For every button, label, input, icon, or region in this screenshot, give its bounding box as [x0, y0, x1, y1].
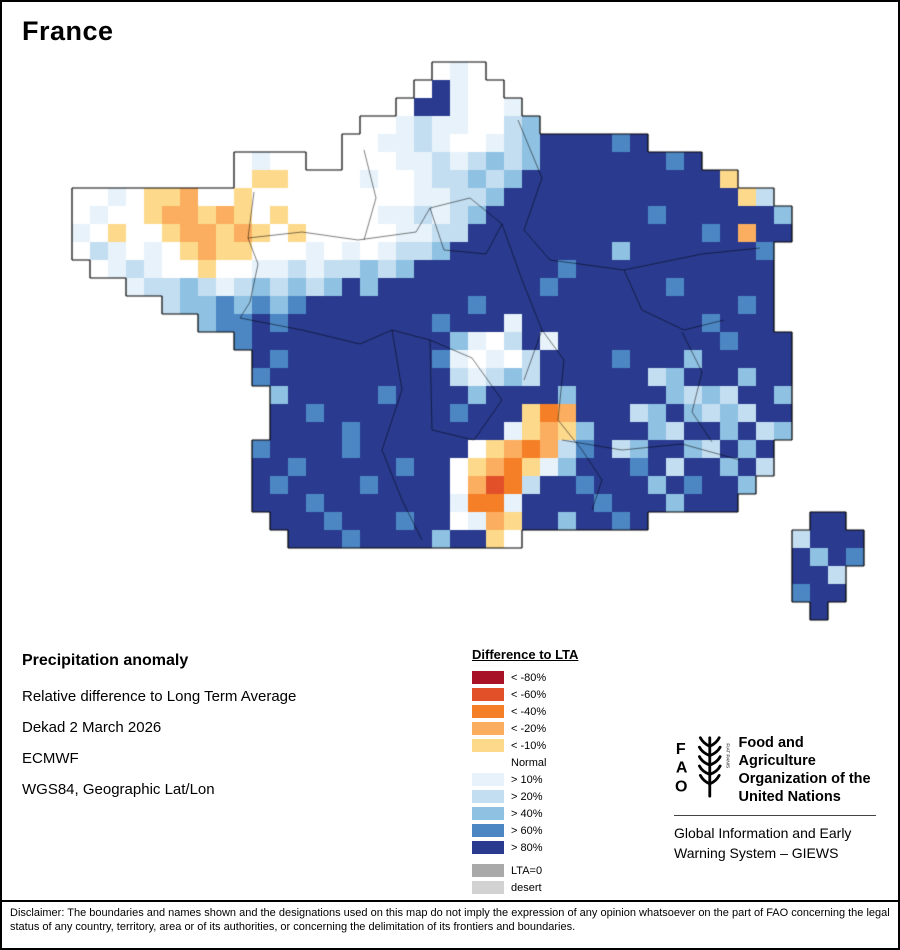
- legend-item: > 20%: [472, 790, 578, 803]
- fao-logo-letter: A: [676, 760, 688, 777]
- legend-items: < -80% < -60% < -40% < -20% < -10% Normal > 10…: [472, 671, 578, 894]
- legend-swatch: [472, 722, 504, 735]
- legend-swatch: [472, 824, 504, 837]
- legend-swatch: [472, 881, 504, 894]
- legend: Difference to LTA < -80% < -60% < -40% < -2…: [472, 647, 578, 898]
- legend-item: > 10%: [472, 773, 578, 786]
- map-info: Precipitation anomaly Relative differenc…: [22, 652, 296, 812]
- legend-item: < -20%: [472, 722, 578, 735]
- fao-org-name-line: Food and Agriculture: [738, 735, 816, 769]
- legend-item: > 40%: [472, 807, 578, 820]
- legend-item: > 60%: [472, 824, 578, 837]
- legend-item: desert: [472, 881, 578, 894]
- fao-block: F A O FIAT PANIS Food and Agriculture Or…: [674, 728, 876, 863]
- legend-label: > 10%: [511, 773, 543, 786]
- legend-swatch: [472, 739, 504, 752]
- legend-label: desert: [511, 881, 542, 894]
- france-precipitation-map: [2, 2, 898, 642]
- fao-logo-letter: O: [675, 778, 687, 795]
- info-line-dekad: Dekad 2 March 2026: [22, 719, 162, 736]
- giews-label: Global Information and Early Warning Sys…: [674, 823, 876, 863]
- legend-swatch: [472, 807, 504, 820]
- legend-item: < -40%: [472, 705, 578, 718]
- fao-org-name-line: United Nations: [738, 789, 841, 805]
- info-line-projection: WGS84, Geographic Lat/Lon: [22, 781, 215, 798]
- info-line-source: ECMWF: [22, 750, 79, 767]
- giews-label-line: Warning System – GIEWS: [674, 845, 839, 861]
- legend-label: Normal: [511, 756, 547, 769]
- legend-item: < -10%: [472, 739, 578, 752]
- legend-label: < -80%: [511, 671, 547, 684]
- fao-org-name-line: Organization of the: [738, 771, 871, 787]
- legend-item: > 80%: [472, 841, 578, 854]
- legend-title: Difference to LTA: [472, 647, 579, 662]
- info-line-method: Relative difference to Long Term Average: [22, 688, 297, 705]
- fao-org-name: Food and Agriculture Organization of the…: [738, 728, 876, 806]
- legend-item: < -60%: [472, 688, 578, 701]
- legend-swatch: [472, 841, 504, 854]
- divider: [674, 815, 876, 816]
- legend-label: LTA=0: [511, 864, 543, 877]
- legend-label: > 20%: [511, 790, 543, 803]
- legend-swatch: [472, 773, 504, 786]
- page-title: France: [22, 16, 114, 46]
- legend-swatch: [472, 864, 504, 877]
- legend-swatch: [472, 705, 504, 718]
- fao-logo-motto: FIAT PANIS: [726, 743, 731, 768]
- legend-label: > 40%: [511, 807, 543, 820]
- legend-label: > 60%: [511, 824, 543, 837]
- legend-item: Normal: [472, 756, 578, 769]
- legend-swatch: [472, 756, 504, 769]
- legend-label: < -40%: [511, 705, 547, 718]
- wheat-icon: [698, 736, 722, 798]
- legend-item: LTA=0: [472, 864, 578, 877]
- legend-swatch: [472, 688, 504, 701]
- giews-label-line: Global Information and Early: [674, 825, 852, 841]
- legend-label: < -60%: [511, 688, 547, 701]
- legend-swatch: [472, 790, 504, 803]
- fao-header: F A O FIAT PANIS Food and Agriculture Or…: [674, 728, 876, 806]
- legend-label: < -20%: [511, 722, 547, 735]
- legend-label: > 80%: [511, 841, 543, 854]
- fao-logo-icon: F A O FIAT PANIS: [675, 736, 731, 798]
- disclaimer: Disclaimer: The boundaries and names sho…: [2, 900, 898, 934]
- legend-item: < -80%: [472, 671, 578, 684]
- legend-swatch: [472, 671, 504, 684]
- legend-label: < -10%: [511, 739, 547, 752]
- fao-logo-letter: F: [676, 741, 686, 758]
- info-heading: Precipitation anomaly: [22, 652, 189, 669]
